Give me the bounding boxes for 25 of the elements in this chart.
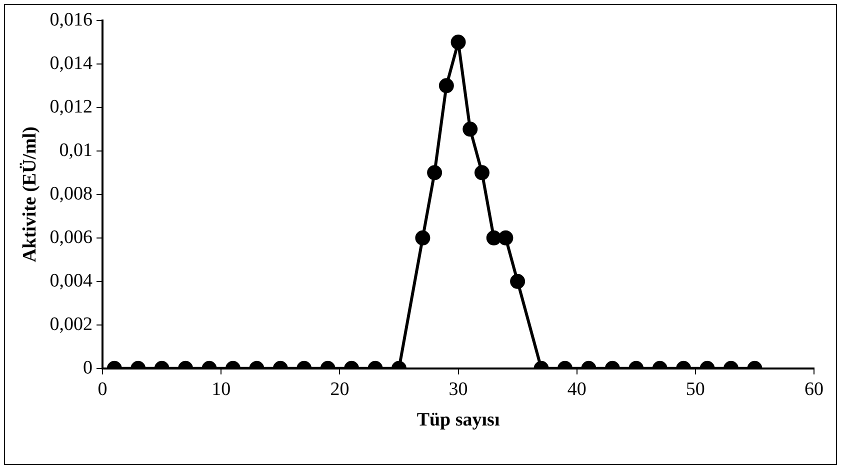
y-tick-label: 0,014 (50, 52, 94, 74)
x-tick-label: 30 (448, 378, 468, 400)
x-tick-label: 20 (330, 378, 350, 400)
point (438, 78, 454, 94)
x-tick-label: 60 (804, 378, 824, 400)
x-tick-label: 0 (98, 378, 108, 400)
x-tick-label: 40 (567, 378, 586, 400)
y-tick-label: 0,012 (50, 96, 93, 118)
x-tick-label: 50 (686, 378, 705, 400)
y-tick-label: 0,016 (50, 9, 93, 30)
point (415, 230, 430, 246)
y-tick-label: 0,01 (59, 140, 93, 161)
point (462, 122, 478, 137)
y-tick-label: 0,008 (50, 183, 93, 204)
y-tick-label: 0,006 (50, 226, 93, 248)
y-tick-label: 0,002 (50, 314, 93, 335)
point (498, 230, 514, 246)
point (474, 165, 490, 180)
point (427, 165, 442, 180)
y-tick-label: 0 (83, 357, 93, 378)
point (486, 230, 502, 246)
x-tick-label: 10 (212, 378, 231, 400)
y-tick-label: 0,004 (50, 270, 94, 292)
x-axis-title: Tüp sayısı (416, 410, 500, 431)
y-axis-title: Aktivite (EÜ/ml) (19, 126, 40, 262)
